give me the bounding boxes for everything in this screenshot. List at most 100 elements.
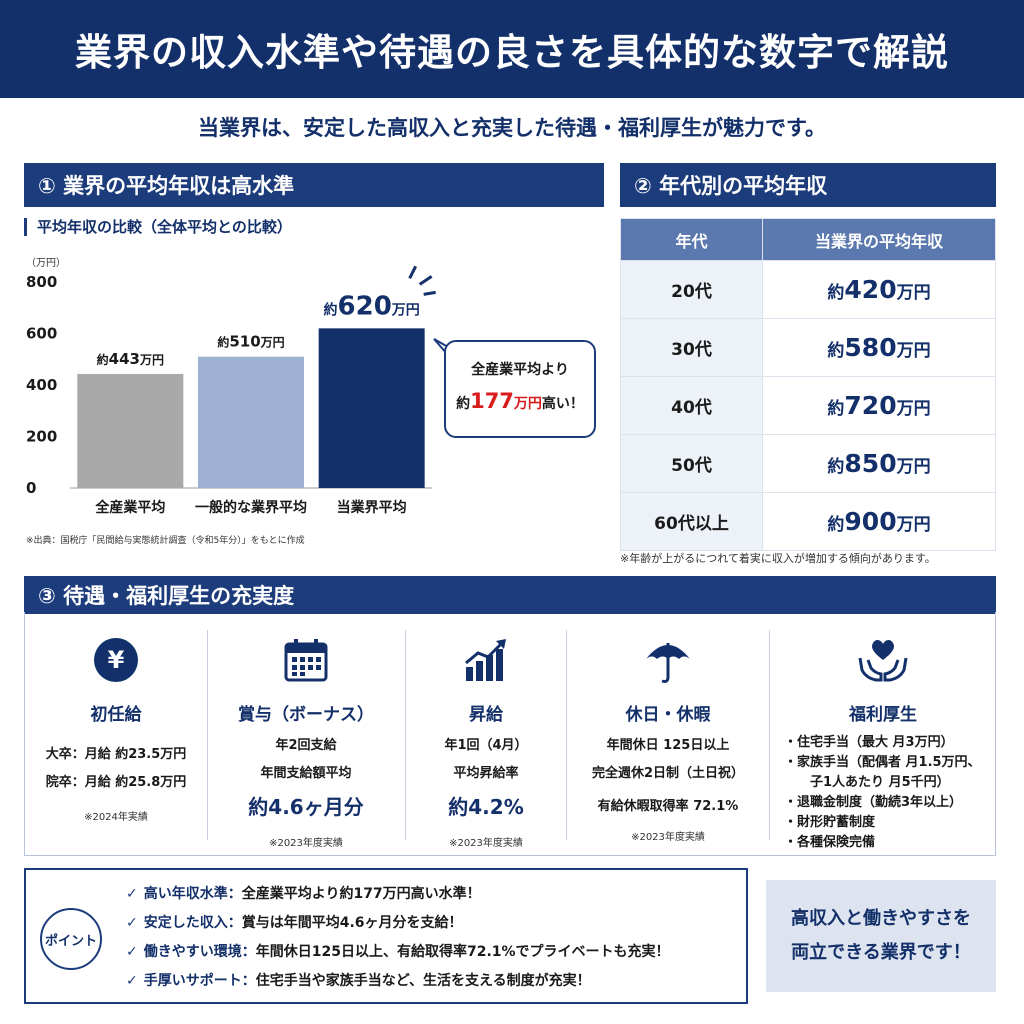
bar-value-label: 約620万円 bbox=[324, 291, 420, 321]
chart-subtitle: 平均年収の比較（全体平均との比較） bbox=[24, 218, 292, 236]
divider bbox=[405, 630, 406, 840]
emphasis-mark bbox=[408, 265, 418, 280]
callout-suffix: 高い！ bbox=[541, 396, 584, 412]
check-icon: ✓ bbox=[126, 915, 138, 931]
list-item: ✓ 働きやすい環境：年間休日125日以上、有給取得率72.1%でプライベートも充実… bbox=[126, 938, 670, 967]
age-cell: 40代 bbox=[620, 376, 763, 435]
point-label: 安定した収入： bbox=[143, 915, 242, 931]
age-cell: 60代以上 bbox=[620, 492, 763, 551]
list-item: ✓ 手厚いサポート：住宅手当や家族手当など、生活を支える制度が充実！ bbox=[126, 967, 670, 996]
callout-prefix: 約 bbox=[456, 396, 471, 412]
welfare-list: ・住宅手当（最大 月3万円） ・家族手当（配偶者 月1.5万円、 子1人あたり … bbox=[784, 733, 996, 853]
point-text: 全産業平均より約177万円高い水準！ bbox=[241, 886, 481, 902]
x-tick-label: 一般的な業界平均 bbox=[195, 499, 307, 516]
table-header-age: 年代 bbox=[620, 218, 763, 261]
table-row: 30代 約580万円 bbox=[620, 318, 996, 377]
benefit-line: 有給休暇取得率 72.1% bbox=[597, 799, 739, 814]
y-tick-label: 0 bbox=[26, 479, 36, 497]
list-item: ✓ 安定した収入：賞与は年間平均4.6ヶ月分を支給！ bbox=[126, 909, 670, 938]
benefit-highlight: 約4.6ヶ月分 bbox=[248, 795, 364, 819]
emphasis-mark bbox=[423, 290, 436, 296]
income-cell: 約720万円 bbox=[762, 376, 996, 435]
y-tick-label: 200 bbox=[26, 428, 57, 446]
callout-diff: 177 bbox=[470, 389, 514, 413]
list-item: 子1人あたり 月5千円） bbox=[810, 775, 950, 790]
benefit-line: 大卒：月給 約23.5万円 bbox=[45, 747, 187, 762]
point-text: 住宅手当や家族手当など、生活を支える制度が充実！ bbox=[255, 973, 591, 989]
benefit-welfare: 福利厚生 ・住宅手当（最大 月3万円） ・家族手当（配偶者 月1.5万円、 子1… bbox=[770, 612, 996, 856]
point-label: 働きやすい環境： bbox=[143, 944, 256, 960]
svg-text:¥: ¥ bbox=[108, 646, 125, 674]
point-label: 高い年収水準： bbox=[143, 886, 242, 902]
benefit-line: 年間支給額平均 bbox=[260, 766, 352, 781]
check-icon: ✓ bbox=[126, 944, 138, 960]
point-text: 年間休日125日以上、有給取得率72.1%でプライベートも充実！ bbox=[255, 944, 670, 960]
income-cell: 約580万円 bbox=[762, 318, 996, 377]
divider bbox=[207, 630, 208, 840]
benefit-footnote: ※2024年実績 bbox=[84, 812, 148, 823]
points-badge: ポイント bbox=[40, 908, 102, 970]
bar-3 bbox=[318, 328, 425, 488]
table-row: 60代以上 約900万円 bbox=[620, 492, 996, 551]
benefit-title: 初任給 bbox=[90, 705, 142, 725]
point-text: 賞与は年間平均4.6ヶ月分を支給！ bbox=[241, 915, 463, 931]
divider bbox=[566, 630, 567, 840]
age-income-table: 年代 当業界の平均年収 20代 約420万円 30代 約580万円 40代 約720万… bbox=[620, 218, 996, 551]
bar-2 bbox=[198, 356, 304, 488]
income-cell: 約420万円 bbox=[762, 260, 996, 319]
calendar-icon bbox=[208, 630, 404, 690]
y-tick-label: 600 bbox=[26, 325, 57, 343]
income-cell: 約900万円 bbox=[762, 492, 996, 551]
page-subtitle: 当業界は、安定した高収入と充実した待遇・福利厚生が魅力です。 bbox=[198, 116, 826, 140]
benefit-starting-salary: ¥ 初任給 大卒：月給 約23.5万円 院卒：月給 約25.8万円 ※2024年… bbox=[25, 612, 207, 856]
header-banner: 業界の収入水準や待遇の良さを具体的な数字で解説 bbox=[0, 0, 1024, 98]
table-row: 20代 約420万円 bbox=[620, 260, 996, 319]
growth-chart-icon bbox=[406, 630, 566, 690]
bar-1 bbox=[77, 373, 184, 488]
benefit-line: 年2回支給 bbox=[275, 738, 337, 753]
table-row: 50代 約850万円 bbox=[620, 434, 996, 493]
benefit-bonus: 賞与（ボーナス） 年2回支給 年間支給額平均 約4.6ヶ月分 ※2023年度実績 bbox=[208, 612, 404, 856]
divider bbox=[769, 630, 770, 840]
table-header-income: 当業界の平均年収 bbox=[762, 218, 996, 261]
bar-value-label: 約443万円 bbox=[97, 350, 164, 368]
benefit-footnote: ※2023年度実績 bbox=[631, 832, 705, 843]
list-item: ✓ 高い年収水準：全産業平均より約177万円高い水準！ bbox=[126, 880, 670, 909]
benefit-line: 平均昇給率 bbox=[453, 766, 519, 781]
heart-hands-icon bbox=[770, 630, 996, 690]
callout-unit: 万円 bbox=[513, 396, 542, 412]
check-icon: ✓ bbox=[126, 973, 138, 989]
key-points-box: ポイント ✓ 高い年収水準：全産業平均より約177万円高い水準！ ✓ 安定した収入：… bbox=[24, 868, 748, 1004]
list-item: ・住宅手当（最大 月3万円） bbox=[784, 735, 954, 750]
section-1-header: ① 業界の平均年収は高水準 bbox=[24, 163, 604, 207]
difference-callout: 全産業平均より 約177万円高い！ bbox=[444, 340, 596, 438]
x-tick-label: 当業界平均 bbox=[337, 499, 407, 516]
benefits-panel: ¥ 初任給 大卒：月給 約23.5万円 院卒：月給 約25.8万円 ※2024年… bbox=[24, 612, 996, 856]
benefit-highlight: 約4.2% bbox=[448, 795, 524, 819]
chart-source: ※出典：国税庁「民間給与実態統計調査（令和5年分）」をもとに作成 bbox=[26, 536, 305, 546]
benefit-line: 年1回（4月） bbox=[444, 738, 528, 753]
list-item: ・財形貯蓄制度 bbox=[784, 815, 876, 830]
conclusion-box: 高収入と働きやすさを 両立できる業界です！ bbox=[766, 880, 996, 992]
benefit-line: 完全週休2日制（土日祝） bbox=[591, 766, 745, 781]
benefit-title: 福利厚生 bbox=[849, 705, 917, 725]
age-cell: 20代 bbox=[620, 260, 763, 319]
age-cell: 50代 bbox=[620, 434, 763, 493]
x-tick-label: 全産業平均 bbox=[94, 499, 165, 516]
benefit-title: 賞与（ボーナス） bbox=[238, 705, 374, 725]
list-item: ・家族手当（配偶者 月1.5万円、 bbox=[784, 755, 981, 770]
callout-line1: 全産業平均より bbox=[471, 362, 569, 378]
yen-icon: ¥ bbox=[25, 630, 207, 690]
list-item: ・各種保険完備 bbox=[784, 835, 876, 850]
umbrella-icon bbox=[567, 630, 769, 690]
benefit-footnote: ※2023年度実績 bbox=[449, 838, 523, 849]
table-row: 40代 約720万円 bbox=[620, 376, 996, 435]
benefit-title: 休日・休暇 bbox=[625, 705, 711, 725]
y-tick-label: 400 bbox=[26, 376, 57, 394]
benefit-holiday: 休日・休暇 年間休日 125日以上 完全週休2日制（土日祝） 有給休暇取得率 7… bbox=[567, 612, 769, 856]
y-unit-label: （万円） bbox=[26, 257, 66, 269]
age-cell: 30代 bbox=[620, 318, 763, 377]
income-cell: 約850万円 bbox=[762, 434, 996, 493]
conclusion-line1: 高収入と働きやすさを bbox=[791, 908, 971, 929]
y-tick-label: 800 bbox=[26, 273, 57, 291]
